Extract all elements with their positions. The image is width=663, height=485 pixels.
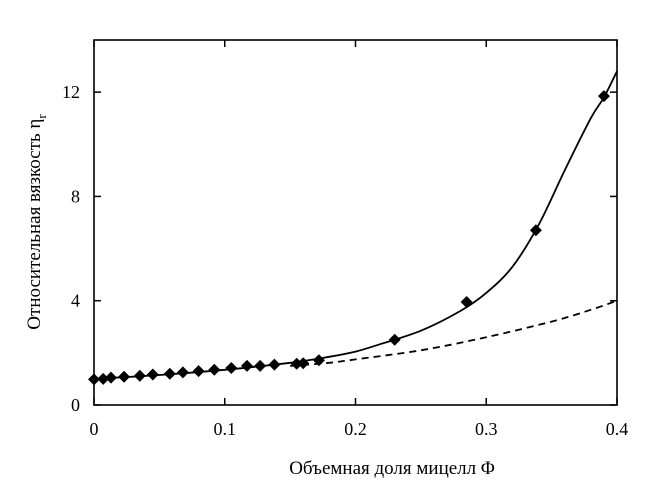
data-point bbox=[133, 369, 146, 382]
data-point bbox=[460, 296, 473, 308]
data-point bbox=[225, 362, 238, 374]
x-axis-label: Объемная доля мицелл Φ bbox=[289, 458, 495, 479]
data-point bbox=[97, 372, 110, 385]
data-point bbox=[254, 359, 267, 372]
data-point bbox=[208, 363, 221, 376]
ticks: 0 0.1 0.2 0.3 0.4 0 4 8 12 bbox=[62, 40, 628, 439]
data-point bbox=[176, 366, 189, 379]
x-tick-label: 0.2 bbox=[344, 419, 367, 439]
y-tick-label: 0 bbox=[71, 395, 80, 415]
y-tick-label: 8 bbox=[71, 186, 80, 206]
data-point bbox=[241, 359, 253, 372]
y-axis-label: Относительная вязкость ηr bbox=[24, 114, 49, 330]
data-point bbox=[268, 358, 281, 371]
y-axis-label-subscript: r bbox=[34, 114, 49, 119]
data-point bbox=[118, 370, 131, 383]
data-point bbox=[88, 373, 100, 386]
solid-curve bbox=[93, 70, 618, 380]
data-point bbox=[388, 333, 401, 346]
data-point bbox=[597, 90, 610, 103]
dashed-curve bbox=[290, 299, 618, 367]
y-axis-label-main: Относительная вязкость η bbox=[24, 119, 45, 330]
series bbox=[88, 70, 618, 386]
data-point bbox=[105, 371, 117, 384]
data-point bbox=[163, 367, 176, 380]
x-tick-label: 0 bbox=[90, 419, 99, 439]
data-point bbox=[297, 357, 310, 370]
x-tick-label: 0.1 bbox=[214, 419, 237, 439]
y-tick-label: 12 bbox=[62, 82, 80, 102]
data-point bbox=[192, 365, 205, 378]
data-point bbox=[529, 224, 542, 237]
plot-frame bbox=[93, 39, 618, 406]
data-point bbox=[146, 368, 159, 381]
data-point bbox=[312, 354, 325, 367]
x-tick-label: 0.3 bbox=[475, 419, 498, 439]
x-tick-label: 0.4 bbox=[606, 419, 629, 439]
y-tick-label: 4 bbox=[71, 291, 80, 311]
plot-area bbox=[93, 39, 618, 406]
